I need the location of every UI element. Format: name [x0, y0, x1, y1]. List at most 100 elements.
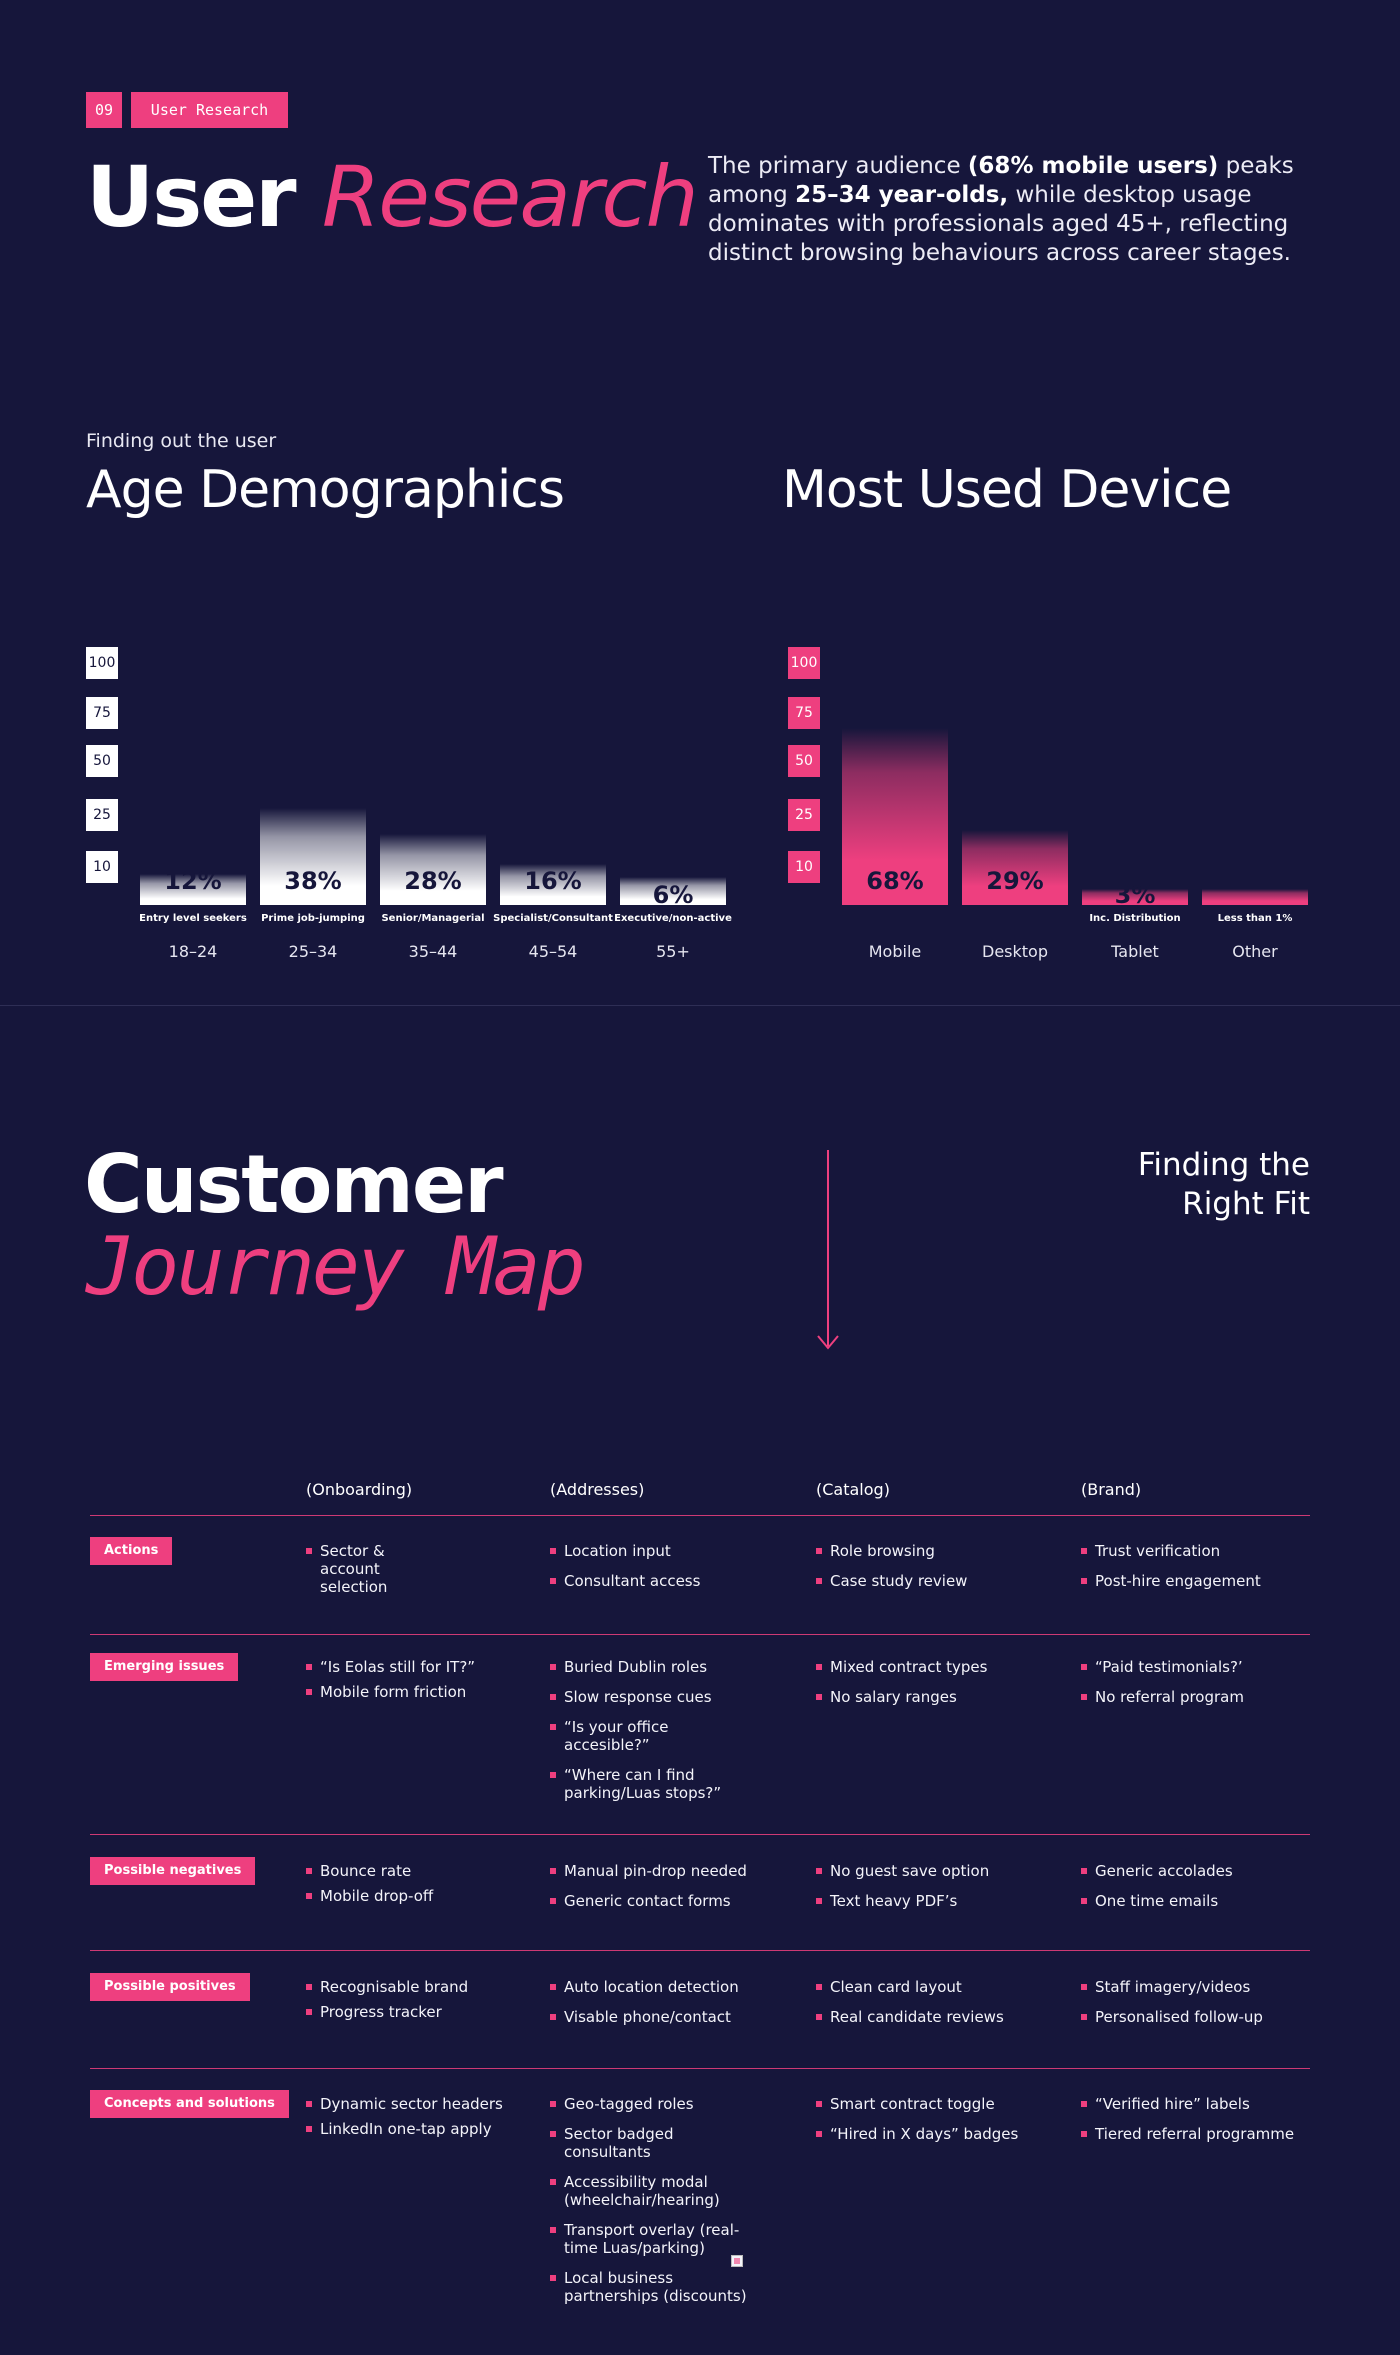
chart-bar	[140, 874, 246, 905]
journey-list-item: Generic accolades	[1081, 1862, 1331, 1880]
journey-list-item: Real candidate reviews	[816, 2008, 1066, 2026]
title-plain: User	[86, 148, 297, 246]
bar-value-label: 3%	[1114, 881, 1156, 909]
journey-column-header: (Brand)	[1081, 1480, 1142, 1499]
journey-row-divider	[90, 1950, 1310, 1951]
chart-bar	[962, 829, 1068, 905]
journey-row-label: Emerging issues	[90, 1653, 239, 1681]
journey-cell: “Paid testimonials?’ No referral program	[1081, 1658, 1331, 1718]
bar-value-label: 16%	[524, 867, 582, 895]
journey-list-item: Case study review	[816, 1572, 1066, 1590]
journey-list-item: Staff imagery/videos	[1081, 1978, 1331, 1996]
journey-list-item: Accessibility modal (wheelchair/hearing)	[550, 2173, 750, 2209]
y-axis-tick: 25	[86, 799, 118, 831]
age-demographics-chart: 100 75 50 25 10 12% Entry level seekers 18–24 38…	[86, 640, 736, 980]
journey-cell: Clean card layout Real candidate reviews	[816, 1978, 1066, 2038]
page-title: User Research	[86, 142, 699, 252]
intro-highlight: 25–34 year-olds,	[795, 182, 1009, 208]
journey-row-divider	[90, 1834, 1310, 1835]
journey-list-item: Slow response cues	[550, 1688, 730, 1706]
intro-text: while desktop usage dominates with profe…	[708, 182, 1291, 266]
journey-list-item: Consultant access	[550, 1572, 750, 1590]
journey-list-item: Visable phone/contact	[550, 2008, 750, 2026]
journey-list-item: “Verified hire” labels	[1081, 2095, 1331, 2113]
chart-bar	[842, 728, 948, 905]
x-axis-category: 18–24	[168, 942, 218, 961]
journey-cell: Role browsing Case study review	[816, 1542, 1066, 1602]
journey-list-item: One time emails	[1081, 1892, 1331, 1910]
journey-list-item: Smart contract toggle	[816, 2095, 1066, 2113]
fit-line: Finding the	[1137, 1147, 1310, 1183]
chart-bar	[620, 877, 726, 905]
x-axis-category: 25–34	[288, 942, 338, 961]
finding-fit-text: Finding the Right Fit	[1138, 1146, 1310, 1224]
journey-cell: Manual pin-drop needed Generic contact fo…	[550, 1862, 750, 1922]
broken-image-icon	[731, 2255, 743, 2267]
journey-column-header: (Onboarding)	[306, 1480, 413, 1499]
x-axis-category: Desktop	[982, 942, 1048, 961]
bar-subtitle: Inc. Distribution	[1089, 913, 1181, 924]
bar-subtitle: Less than 1%	[1217, 913, 1293, 924]
journey-list-item: No guest save option	[816, 1862, 1066, 1880]
journey-column-header: (Catalog)	[816, 1480, 890, 1499]
journey-cell: Mixed contract types No salary ranges	[816, 1658, 1066, 1718]
y-axis-tick: 75	[788, 697, 820, 729]
journey-cell: Recognisable brand Progress tracker	[306, 1978, 556, 2028]
journey-title: Customer	[84, 1138, 504, 1231]
journey-cell: No guest save option Text heavy PDF’s	[816, 1862, 1066, 1922]
journey-list-item: Dynamic sector headers	[306, 2095, 556, 2113]
journey-cell: “Is Eolas still for IT?” Mobile form fric…	[306, 1658, 556, 1708]
journey-column-header: (Addresses)	[550, 1480, 645, 1499]
journey-list-item: Location input	[550, 1542, 750, 1560]
journey-list-item: “Is your office accesible?”	[550, 1718, 730, 1754]
journey-list-item: No referral program	[1081, 1688, 1331, 1706]
journey-list-item: Sector badged consultants	[550, 2125, 750, 2161]
journey-list-item: Transport overlay (real-time Luas/parkin…	[550, 2221, 750, 2257]
journey-cell: Auto location detection Visable phone/con…	[550, 1978, 750, 2038]
journey-row-label: Concepts and solutions	[90, 2090, 289, 2118]
x-axis-category: 45–54	[528, 942, 578, 961]
x-axis-category: Mobile	[868, 942, 922, 961]
journey-list-item: “Where can I find parking/Luas stops?”	[550, 1766, 730, 1802]
journey-cell: Bounce rate Mobile drop-off	[306, 1862, 556, 1912]
journey-list-item: Progress tracker	[306, 2003, 556, 2021]
bar-value-label: 38%	[284, 867, 342, 895]
section-divider	[0, 1005, 1400, 1006]
x-axis-category: Tablet	[1111, 942, 1159, 961]
journey-row-divider	[90, 1634, 1310, 1635]
journey-cell: “Verified hire” labels Tiered referral pr…	[1081, 2095, 1331, 2155]
journey-cell: Generic accolades One time emails	[1081, 1862, 1331, 1922]
section-number-badge: 09	[86, 92, 122, 128]
journey-row-label: Possible negatives	[90, 1857, 256, 1885]
journey-list-item: “Is Eolas still for IT?”	[306, 1658, 556, 1676]
journey-cell: Trust verification Post-hire engagement	[1081, 1542, 1331, 1602]
journey-list-item: “Paid testimonials?’	[1081, 1658, 1331, 1676]
y-axis-tick: 100	[86, 647, 118, 679]
journey-list-item: LinkedIn one-tap apply	[306, 2120, 556, 2138]
journey-list-item: Auto location detection	[550, 1978, 750, 1996]
journey-list-item: Mobile form friction	[306, 1683, 556, 1701]
intro-highlight: (68% mobile users)	[967, 153, 1219, 179]
section-tag: User Research	[131, 92, 288, 128]
device-usage-chart: 100 75 50 25 10 68% Mobile 29% Desktop 3% Inc. Dis…	[788, 640, 1318, 980]
journey-cell: Dynamic sector headers LinkedIn one-tap a…	[306, 2095, 556, 2145]
bar-value-label: 29%	[986, 867, 1044, 895]
journey-cell: Buried Dublin roles Slow response cues “Is…	[550, 1658, 730, 1814]
journey-list-item: “Hired in X days” badges	[816, 2125, 1066, 2143]
journey-list-item: Sector & account selection	[306, 1542, 436, 1596]
journey-list-item: Mixed contract types	[816, 1658, 1066, 1676]
x-axis-category: 35–44	[408, 942, 458, 961]
journey-list-item: Clean card layout	[816, 1978, 1066, 1996]
chart-bar	[500, 864, 606, 905]
journey-row-divider	[90, 1515, 1310, 1516]
y-axis-tick: 10	[788, 851, 820, 883]
fit-line: Right Fit	[1182, 1186, 1310, 1222]
intro-paragraph: The primary audience (68% mobile users) …	[708, 152, 1308, 268]
y-axis-tick: 25	[788, 799, 820, 831]
journey-list-item: Trust verification	[1081, 1542, 1331, 1560]
journey-title-italic: Journey Map	[86, 1220, 586, 1313]
bar-value-label: 12%	[164, 867, 222, 895]
journey-list-item: Bounce rate	[306, 1862, 556, 1880]
journey-list-item: Tiered referral programme	[1081, 2125, 1331, 2143]
journey-cell: Geo-tagged roles Sector badged consultant…	[550, 2095, 750, 2317]
